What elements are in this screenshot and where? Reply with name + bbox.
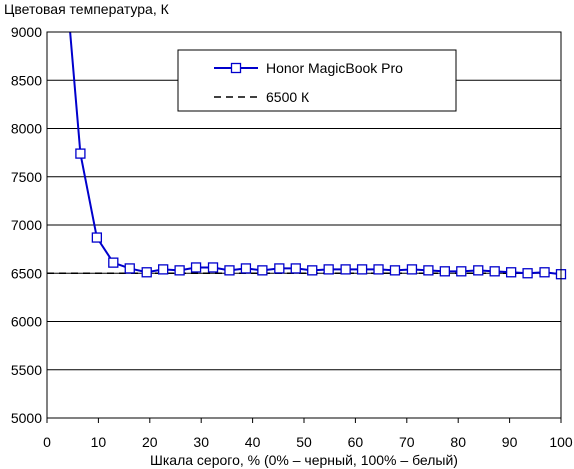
data-point — [75, 148, 86, 159]
legend-label-6500k: 6500 К — [266, 89, 310, 105]
data-point — [108, 257, 119, 268]
data-point — [439, 266, 450, 277]
data-point — [473, 265, 484, 276]
data-point — [489, 266, 500, 277]
data-point — [539, 267, 550, 278]
data-point — [274, 263, 285, 274]
x-tick-label: 20 — [142, 434, 158, 450]
data-point — [190, 262, 202, 273]
data-point — [240, 263, 252, 274]
x-tick-label: 80 — [450, 434, 466, 450]
data-point — [158, 264, 169, 275]
data-point — [141, 267, 152, 278]
y-tick-label: 5000 — [11, 410, 42, 426]
gridlines — [47, 79, 561, 371]
data-point — [224, 265, 235, 276]
x-tick-label: 100 — [549, 434, 573, 450]
data-point — [356, 264, 368, 275]
y-tick-label: 7500 — [11, 169, 42, 185]
x-tick-label: 0 — [43, 434, 51, 450]
data-point — [323, 264, 334, 275]
data-point — [423, 265, 434, 276]
x-tick-label: 60 — [348, 434, 364, 450]
plot-frame — [46, 31, 562, 419]
x-tick-label: 40 — [245, 434, 261, 450]
y-tick-label: 9000 — [11, 24, 42, 40]
y-axis-title: Цветовая температура, К — [4, 1, 170, 17]
legend-box — [177, 49, 457, 112]
y-tick-label: 6000 — [11, 314, 42, 330]
x-tick-label: 50 — [296, 434, 312, 450]
data-point — [373, 264, 384, 275]
data-point — [174, 265, 185, 276]
data-point — [207, 262, 219, 273]
legend-swatch-marker-honor — [230, 62, 242, 74]
x-tick-labels: 0 10 20 30 40 50 60 70 80 90 100 — [43, 418, 573, 450]
data-point — [91, 232, 103, 243]
data-point — [522, 268, 533, 279]
y-tick-label: 6500 — [11, 265, 42, 281]
legend-label-honor: Honor MagicBook Pro — [266, 60, 403, 76]
y-tick-labels: 5000 5500 6000 6500 7000 7500 8000 8500 9000 — [11, 24, 42, 426]
data-point — [389, 265, 401, 276]
y-tick-label: 8000 — [11, 121, 42, 137]
data-point — [340, 264, 351, 275]
x-tick-label: 30 — [193, 434, 209, 450]
y-tick-label: 8500 — [11, 72, 42, 88]
data-point — [406, 264, 418, 275]
y-tick-label: 5500 — [11, 362, 42, 378]
data-point — [505, 267, 517, 278]
x-tick-label: 90 — [502, 434, 518, 450]
legend: Honor MagicBook Pro 6500 К — [177, 49, 457, 112]
data-point — [290, 263, 301, 274]
data-point — [307, 265, 318, 276]
x-tick-label: 70 — [399, 434, 415, 450]
y-tick-label: 7000 — [11, 217, 42, 233]
x-axis-title: Шкала серого, % (0% – черный, 100% – бел… — [150, 452, 458, 468]
data-point — [456, 266, 467, 277]
x-tick-label: 10 — [91, 434, 107, 450]
data-point — [257, 265, 268, 276]
data-point — [124, 263, 135, 274]
